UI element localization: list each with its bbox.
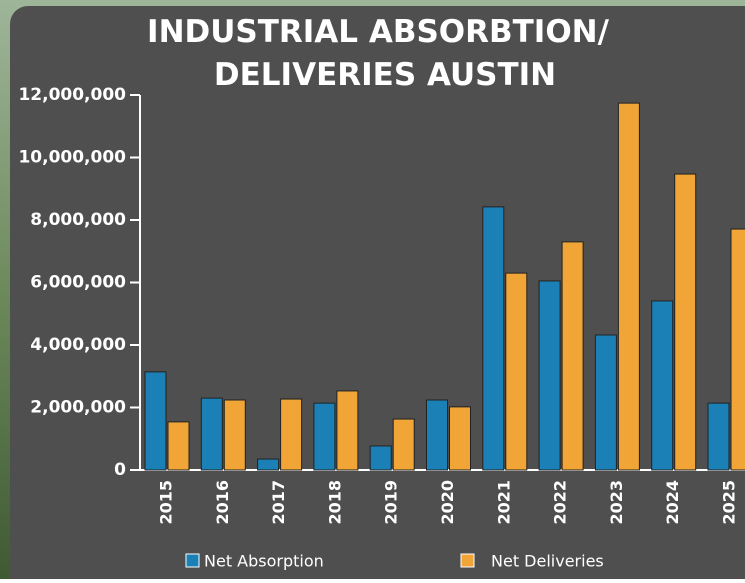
x-tick-label: 2019 <box>382 480 401 525</box>
x-tick-label: 2021 <box>494 480 513 525</box>
x-tick-label: 2016 <box>213 480 232 525</box>
x-tick-label: 2022 <box>551 480 570 525</box>
bar <box>314 403 335 470</box>
bar <box>337 391 358 470</box>
legend-label: Net Deliveries <box>491 552 604 571</box>
bar <box>731 229 745 470</box>
x-tick-label: 2023 <box>607 480 626 525</box>
bar <box>224 400 245 470</box>
y-tick-label: 8,000,000 <box>30 210 126 230</box>
y-tick-label: 0 <box>114 460 126 480</box>
bar <box>145 372 166 470</box>
y-tick-label: 12,000,000 <box>18 85 126 105</box>
y-tick-label: 4,000,000 <box>30 335 126 355</box>
bar <box>595 335 616 470</box>
y-tick-label: 10,000,000 <box>18 148 126 168</box>
bar <box>539 281 560 470</box>
bar <box>708 403 729 470</box>
bar <box>483 207 504 470</box>
page: {"chart_data": {"type": "bar", "title": … <box>0 0 745 579</box>
bar <box>427 400 448 470</box>
chart: INDUSTRIAL ABSORBTION/ DELIVERIES AUSTIN… <box>0 0 745 579</box>
bar <box>450 407 471 470</box>
bar <box>562 242 583 470</box>
bar <box>618 103 639 470</box>
legend-label: Net Absorption <box>204 552 324 571</box>
bar <box>281 399 302 470</box>
bar <box>168 422 189 470</box>
bar <box>370 446 391 470</box>
bar <box>652 301 673 470</box>
legend-swatch <box>186 554 199 567</box>
x-tick-label: 2017 <box>269 480 288 525</box>
y-tick-label: 6,000,000 <box>30 273 126 293</box>
x-tick-label: 2018 <box>325 480 344 525</box>
bar <box>675 174 696 470</box>
chart-title: DELIVERIES AUSTIN <box>214 57 556 93</box>
y-tick-label: 2,000,000 <box>30 398 126 418</box>
bar <box>393 419 414 470</box>
bar <box>506 273 527 470</box>
x-tick-label: 2025 <box>720 480 739 525</box>
chart-title: INDUSTRIAL ABSORBTION/ <box>147 14 610 50</box>
bar <box>258 459 279 470</box>
x-tick-label: 2015 <box>157 480 176 525</box>
bar <box>201 398 222 470</box>
x-tick-label: 2024 <box>663 480 682 525</box>
legend-swatch <box>461 554 474 567</box>
x-tick-label: 2020 <box>438 480 457 525</box>
